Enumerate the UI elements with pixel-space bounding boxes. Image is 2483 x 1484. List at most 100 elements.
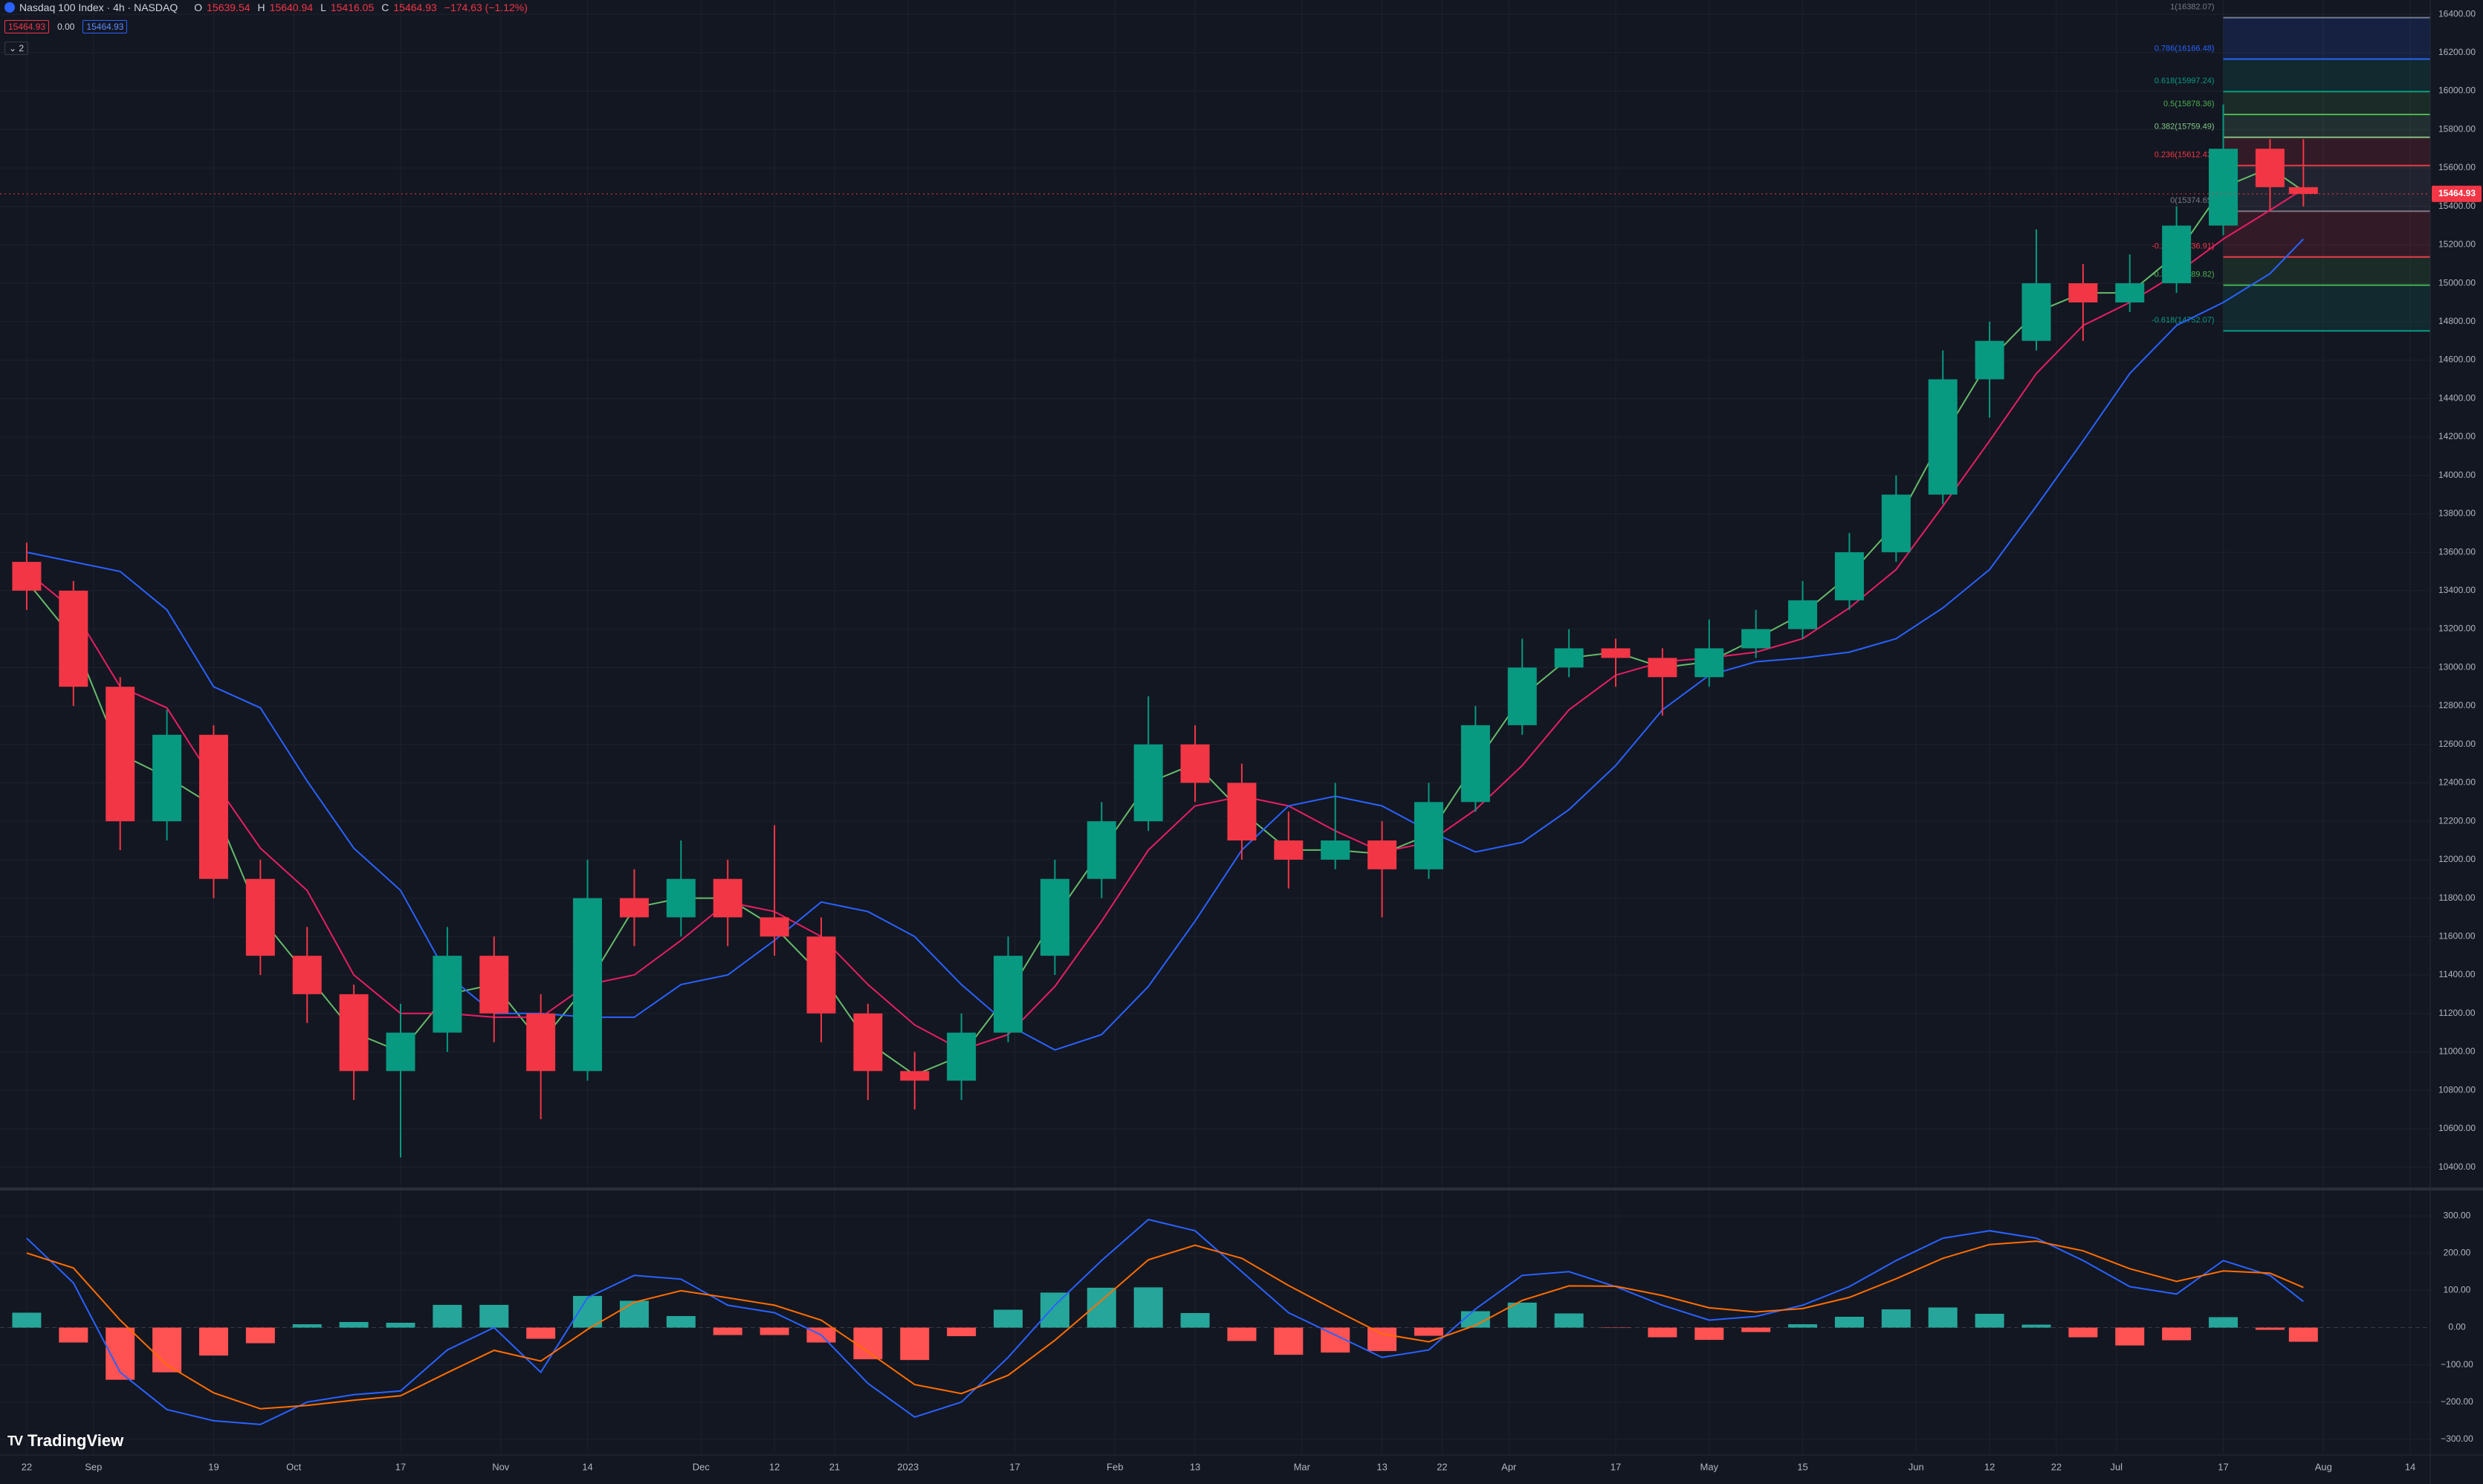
candle-body — [2209, 149, 2238, 226]
x-tick-label: 17 — [1610, 1461, 1621, 1472]
x-tick-label: 12 — [769, 1461, 780, 1472]
y-tick-label: −200.00 — [2441, 1396, 2473, 1407]
candle-body — [2115, 283, 2145, 302]
macd-histogram-bar — [59, 1327, 88, 1343]
macd-histogram-bar — [619, 1300, 649, 1328]
y-tick-label: 14000.00 — [2438, 470, 2476, 480]
candle-body — [1321, 840, 1350, 860]
macd-histogram-bar — [713, 1327, 742, 1335]
y-tick-label: 100.00 — [2444, 1285, 2471, 1295]
macd-histogram-bar — [433, 1304, 462, 1328]
branding[interactable]: TV TradingView — [7, 1431, 123, 1451]
macd-histogram-bar — [1507, 1302, 1537, 1328]
fib-band — [2223, 165, 2430, 212]
open-label: O — [194, 1, 203, 13]
candle-body — [433, 956, 462, 1033]
candle-body — [666, 878, 696, 918]
symbol[interactable]: Nasdaq 100 Index · 4h · NASDAQ — [19, 1, 178, 13]
fib-label: 0.5(15878.36) — [2163, 100, 2215, 108]
y-tick-label: 200.00 — [2444, 1247, 2471, 1257]
y-tick-label: 10800.00 — [2438, 1084, 2476, 1095]
macd-histogram-bar — [1367, 1327, 1397, 1352]
candle-body — [479, 956, 509, 1014]
y-tick-label: −100.00 — [2441, 1359, 2473, 1370]
x-tick-label: 17 — [395, 1461, 406, 1472]
candle-body — [713, 878, 742, 918]
x-tick-label: Apr — [1501, 1461, 1517, 1472]
macd-histogram-bar — [900, 1327, 930, 1361]
candle-body — [1788, 600, 1818, 629]
y-tick-label: 300.00 — [2444, 1210, 2471, 1220]
candle-body — [2068, 283, 2098, 302]
low-value: 15416.05 — [330, 1, 375, 13]
x-tick-label: 22 — [2051, 1461, 2062, 1472]
fib-label: 0.236(15612.43) — [2155, 151, 2215, 160]
macd-histogram-bar — [1881, 1309, 1911, 1328]
candle-body — [1601, 648, 1631, 658]
close-label: C — [381, 1, 389, 13]
x-tick-label: 14 — [582, 1461, 592, 1472]
y-tick-label: 0.00 — [2448, 1322, 2466, 1332]
y-tick-label: 13000.00 — [2438, 661, 2476, 672]
x-tick-label: Sep — [85, 1461, 102, 1472]
candle-body — [106, 687, 135, 822]
grid — [0, 0, 2430, 1454]
candle-body — [198, 734, 228, 879]
macd-histogram-bar — [1087, 1287, 1116, 1328]
x-tick-label: Nov — [492, 1461, 510, 1472]
y-tick-label: 14800.00 — [2438, 316, 2476, 326]
x-tick-label: May — [1700, 1461, 1718, 1472]
price-badges: 15464.93 0.00 15464.93 — [4, 20, 128, 33]
price-pane — [0, 104, 2430, 1158]
candle-body — [573, 898, 603, 1072]
fib-band — [2223, 114, 2430, 137]
macd-histogram-bar — [1180, 1312, 1210, 1328]
macd-histogram-bar — [339, 1322, 369, 1328]
candle-body — [1741, 629, 1771, 649]
x-tick-label: Jul — [2110, 1461, 2123, 1472]
candle-body — [1834, 552, 1864, 600]
y-tick-label: 16200.00 — [2438, 47, 2476, 57]
candle-body — [1367, 840, 1397, 869]
buy-badge[interactable]: 15464.93 — [82, 20, 128, 33]
candle-body — [12, 562, 42, 591]
macd-histogram-bar — [2255, 1327, 2285, 1330]
macd-histogram-bar — [1834, 1316, 1864, 1328]
y-tick-label: 11000.00 — [2438, 1046, 2475, 1057]
macd-histogram-bar — [1788, 1324, 1818, 1328]
sell-badge[interactable]: 15464.93 — [4, 20, 50, 33]
candle-body — [760, 917, 789, 937]
y-tick-label: 15000.00 — [2438, 277, 2476, 288]
macd-line — [26, 1240, 2304, 1410]
y-tick-label: 15600.00 — [2438, 162, 2476, 172]
x-tick-label: Feb — [1107, 1461, 1123, 1472]
candle-body — [152, 734, 182, 822]
symbol-icon[interactable] — [4, 2, 15, 13]
fib-band — [2223, 17, 2430, 59]
y-tick-label: 12800.00 — [2438, 700, 2476, 710]
indicator-count: 2 — [19, 43, 25, 54]
candle-body — [947, 1032, 977, 1081]
macd-line — [26, 1219, 2304, 1425]
y-tick-label: 12000.00 — [2438, 854, 2476, 864]
y-tick-label: 11200.00 — [2438, 1008, 2475, 1018]
candle-body — [619, 898, 649, 918]
macd-histogram-bar — [292, 1324, 322, 1328]
fib-band — [2223, 91, 2430, 115]
candle-body — [994, 956, 1023, 1033]
fib-label: 0(15374.65) — [2170, 196, 2214, 205]
x-tick-label: 22 — [22, 1461, 32, 1472]
macd-histogram-bar — [1040, 1292, 1069, 1328]
fib-band — [2223, 211, 2430, 257]
y-tick-label: 13200.00 — [2438, 623, 2476, 634]
candle-body — [1554, 648, 1584, 668]
indicators-toggle[interactable]: ⌄ 2 — [4, 42, 29, 55]
y-tick-label: 11600.00 — [2438, 930, 2475, 941]
fib-band — [2223, 59, 2430, 92]
x-tick-label: Oct — [286, 1461, 302, 1472]
legend-row: Nasdaq 100 Index · 4h · NASDAQ O 15639.54… — [4, 1, 531, 13]
y-tick-label: 16000.00 — [2438, 85, 2476, 96]
x-tick-label: 2023 — [897, 1461, 919, 1472]
